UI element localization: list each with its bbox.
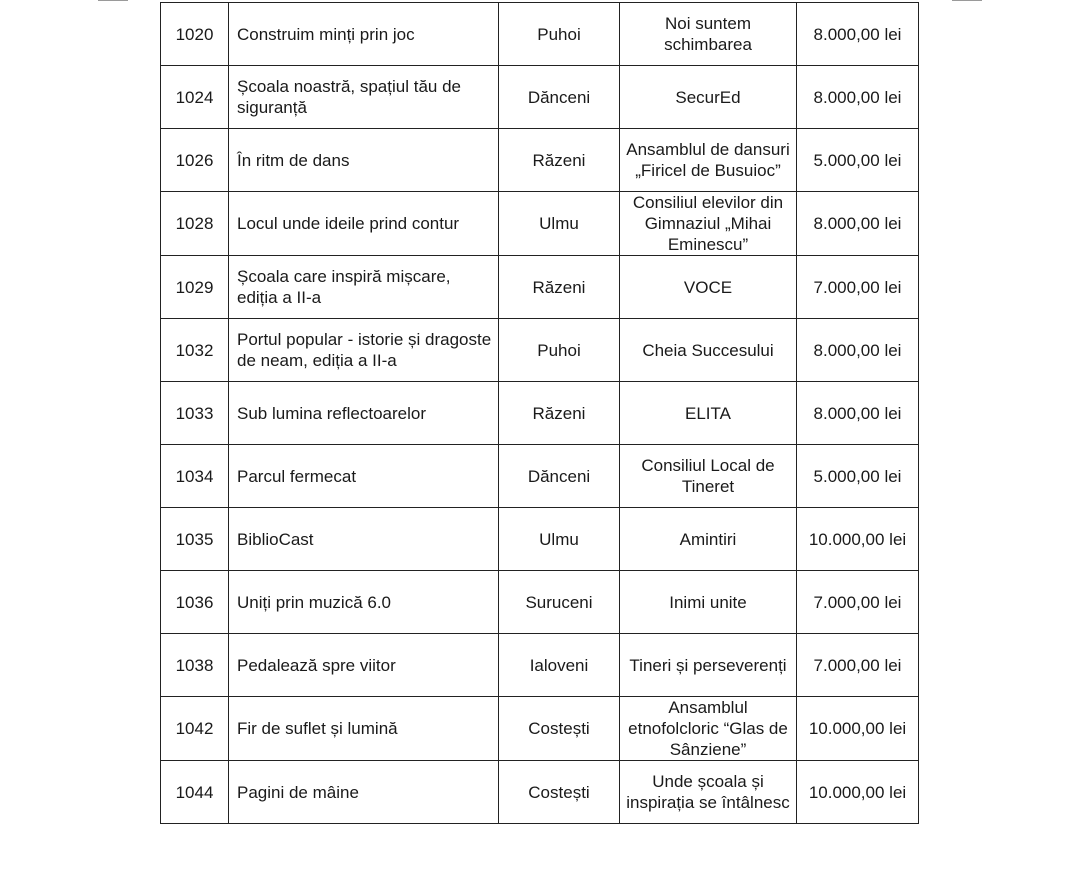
team-cell: SecurEd bbox=[619, 65, 797, 129]
table-row: 1038 Pedalează spre viitor Ialoveni Tineri … bbox=[160, 633, 919, 697]
table-row: 1024 Școala noastră, spațiul tău de sigur… bbox=[160, 65, 919, 129]
table-row: 1032 Portul popular - istorie și dragoste… bbox=[160, 318, 919, 382]
table-row: 1026 În ritm de dans Răzeni Ansamblul de da… bbox=[160, 128, 919, 192]
locality-cell: Răzeni bbox=[498, 381, 620, 445]
project-title-cell: Portul popular - istorie și dragoste de … bbox=[228, 318, 499, 382]
amount-cell: 8.000,00 lei bbox=[796, 2, 919, 66]
table-row: 1028 Locul unde ideile prind contur Ulmu Co… bbox=[160, 191, 919, 256]
project-title-cell: Parcul fermecat bbox=[228, 444, 499, 508]
locality-cell: Răzeni bbox=[498, 128, 620, 192]
project-title-cell: Școala noastră, spațiul tău de siguranță bbox=[228, 65, 499, 129]
projects-table: 1020 Construim minți prin joc Puhoi Noi sun… bbox=[160, 2, 919, 824]
table-row: 1036 Uniți prin muzică 6.0 Suruceni Inimi u… bbox=[160, 570, 919, 634]
project-id-cell: 1032 bbox=[160, 318, 229, 382]
team-cell: Tineri și perseverenți bbox=[619, 633, 797, 697]
amount-cell: 5.000,00 lei bbox=[796, 128, 919, 192]
amount-cell: 10.000,00 lei bbox=[796, 760, 919, 824]
project-title-cell: Fir de suflet și lumină bbox=[228, 696, 499, 761]
project-title-cell: Școala care inspiră mișcare, ediția a II… bbox=[228, 255, 499, 319]
project-id-cell: 1034 bbox=[160, 444, 229, 508]
project-title-cell: Construim minți prin joc bbox=[228, 2, 499, 66]
team-cell: Noi suntem schimbarea bbox=[619, 2, 797, 66]
locality-cell: Puhoi bbox=[498, 318, 620, 382]
table-row: 1033 Sub lumina reflectoarelor Răzeni ELITA… bbox=[160, 381, 919, 445]
amount-cell: 7.000,00 lei bbox=[796, 255, 919, 319]
locality-cell: Ulmu bbox=[498, 507, 620, 571]
team-cell: Consiliul elevilor din Gimnaziul „Mihai … bbox=[619, 191, 797, 256]
locality-cell: Costești bbox=[498, 760, 620, 824]
team-cell: VOCE bbox=[619, 255, 797, 319]
project-title-cell: Pedalează spre viitor bbox=[228, 633, 499, 697]
project-id-cell: 1044 bbox=[160, 760, 229, 824]
page-edge-left bbox=[98, 0, 128, 1]
project-id-cell: 1033 bbox=[160, 381, 229, 445]
amount-cell: 8.000,00 lei bbox=[796, 318, 919, 382]
project-title-cell: Pagini de mâine bbox=[228, 760, 499, 824]
locality-cell: Ulmu bbox=[498, 191, 620, 256]
project-title-cell: Sub lumina reflectoarelor bbox=[228, 381, 499, 445]
amount-cell: 5.000,00 lei bbox=[796, 444, 919, 508]
team-cell: Unde școala și inspirația se întâlnesc bbox=[619, 760, 797, 824]
locality-cell: Ialoveni bbox=[498, 633, 620, 697]
project-id-cell: 1024 bbox=[160, 65, 229, 129]
amount-cell: 10.000,00 lei bbox=[796, 507, 919, 571]
team-cell: Cheia Succesului bbox=[619, 318, 797, 382]
table-row: 1042 Fir de suflet și lumină Costești Ansam… bbox=[160, 696, 919, 761]
locality-cell: Costești bbox=[498, 696, 620, 761]
project-id-cell: 1026 bbox=[160, 128, 229, 192]
page-edge-right bbox=[952, 0, 982, 1]
locality-cell: Răzeni bbox=[498, 255, 620, 319]
project-id-cell: 1028 bbox=[160, 191, 229, 256]
project-title-cell: Locul unde ideile prind contur bbox=[228, 191, 499, 256]
team-cell: Ansamblul de dansuri „Firicel de Busuioc… bbox=[619, 128, 797, 192]
amount-cell: 8.000,00 lei bbox=[796, 65, 919, 129]
amount-cell: 7.000,00 lei bbox=[796, 570, 919, 634]
project-title-cell: Uniți prin muzică 6.0 bbox=[228, 570, 499, 634]
table-row: 1029 Școala care inspiră mișcare, ediția … bbox=[160, 255, 919, 319]
project-title-cell: În ritm de dans bbox=[228, 128, 499, 192]
team-cell: Ansamblul etnofolcloric “Glas de Sânzien… bbox=[619, 696, 797, 761]
locality-cell: Suruceni bbox=[498, 570, 620, 634]
table-row: 1044 Pagini de mâine Costești Unde școala ș… bbox=[160, 760, 919, 824]
table-row: 1034 Parcul fermecat Dănceni Consiliul Loca… bbox=[160, 444, 919, 508]
table-row: 1035 BiblioCast Ulmu Amintiri 10.000,00 lei bbox=[160, 507, 919, 571]
team-cell: ELITA bbox=[619, 381, 797, 445]
amount-cell: 8.000,00 lei bbox=[796, 381, 919, 445]
project-id-cell: 1036 bbox=[160, 570, 229, 634]
project-id-cell: 1020 bbox=[160, 2, 229, 66]
locality-cell: Puhoi bbox=[498, 2, 620, 66]
table-row: 1020 Construim minți prin joc Puhoi Noi sun… bbox=[160, 2, 919, 66]
locality-cell: Dănceni bbox=[498, 444, 620, 508]
project-id-cell: 1042 bbox=[160, 696, 229, 761]
amount-cell: 8.000,00 lei bbox=[796, 191, 919, 256]
amount-cell: 10.000,00 lei bbox=[796, 696, 919, 761]
locality-cell: Dănceni bbox=[498, 65, 620, 129]
team-cell: Consiliul Local de Tineret bbox=[619, 444, 797, 508]
project-id-cell: 1035 bbox=[160, 507, 229, 571]
project-id-cell: 1038 bbox=[160, 633, 229, 697]
project-title-cell: BiblioCast bbox=[228, 507, 499, 571]
project-id-cell: 1029 bbox=[160, 255, 229, 319]
team-cell: Inimi unite bbox=[619, 570, 797, 634]
amount-cell: 7.000,00 lei bbox=[796, 633, 919, 697]
team-cell: Amintiri bbox=[619, 507, 797, 571]
